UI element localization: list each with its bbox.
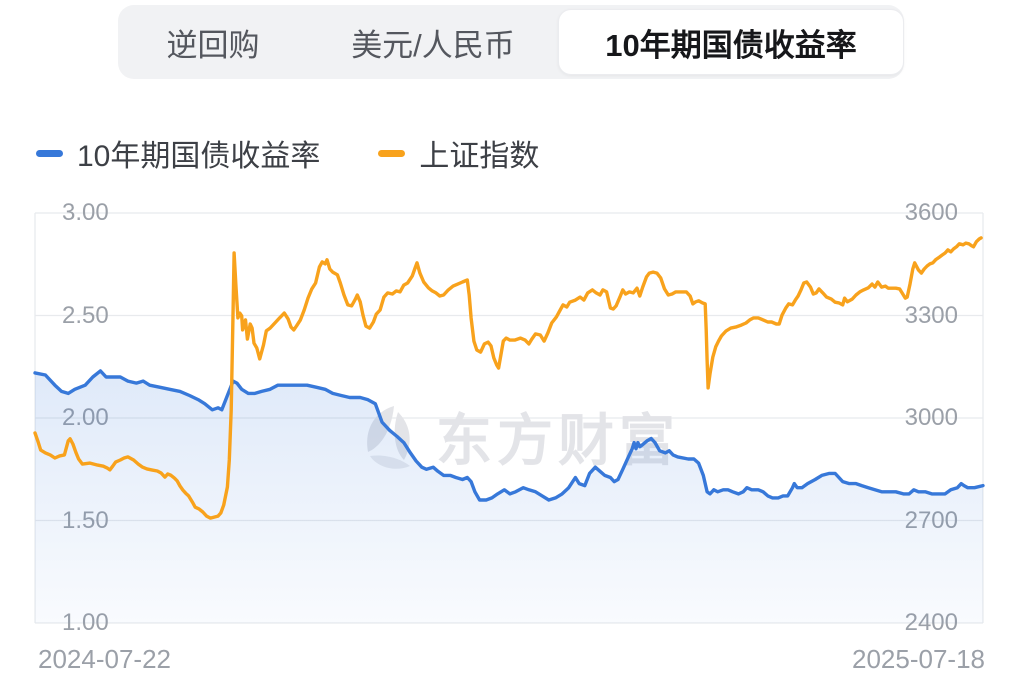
x-axis-end-date: 2025-07-18 <box>852 644 985 674</box>
legend-label-index: 上证指数 <box>419 140 540 173</box>
legend-swatch-index <box>378 149 406 157</box>
legend-item-yield[interactable]: 10年期国债收益率 <box>36 131 320 175</box>
tab-reverse-repo[interactable]: 逆回购 <box>118 5 308 79</box>
tab-usd-cny-label: 美元/人民币 <box>351 27 515 63</box>
tab-10y-treasury-yield[interactable]: 10年期国债收益率 <box>558 9 904 75</box>
tab-10y-treasury-yield-label: 10年期国债收益率 <box>605 27 857 63</box>
x-axis-start-date: 2024-07-22 <box>38 644 171 674</box>
tab-reverse-repo-label: 逆回购 <box>166 27 260 63</box>
y-axis-left-tick: 3.00 <box>62 199 109 226</box>
y-axis-right-tick: 3000 <box>904 404 958 431</box>
shanghai-index-line <box>33 236 983 520</box>
legend-item-index[interactable]: 上证指数 <box>378 131 539 175</box>
y-axis-right-tick: 3600 <box>904 199 958 226</box>
legend-swatch-yield <box>36 149 63 157</box>
legend-label-yield: 10年期国债收益率 <box>77 140 321 173</box>
tab-bar: 逆回购 美元/人民币 10年期国债收益率 <box>118 5 904 79</box>
yield-line <box>33 369 985 502</box>
legend: 10年期国债收益率 上证指数 <box>36 131 539 175</box>
y-axis-left-tick: 2.50 <box>62 302 109 329</box>
yield-area-fill <box>35 370 983 623</box>
tab-usd-cny[interactable]: 美元/人民币 <box>308 5 558 79</box>
y-axis-right-tick: 3300 <box>904 302 958 329</box>
